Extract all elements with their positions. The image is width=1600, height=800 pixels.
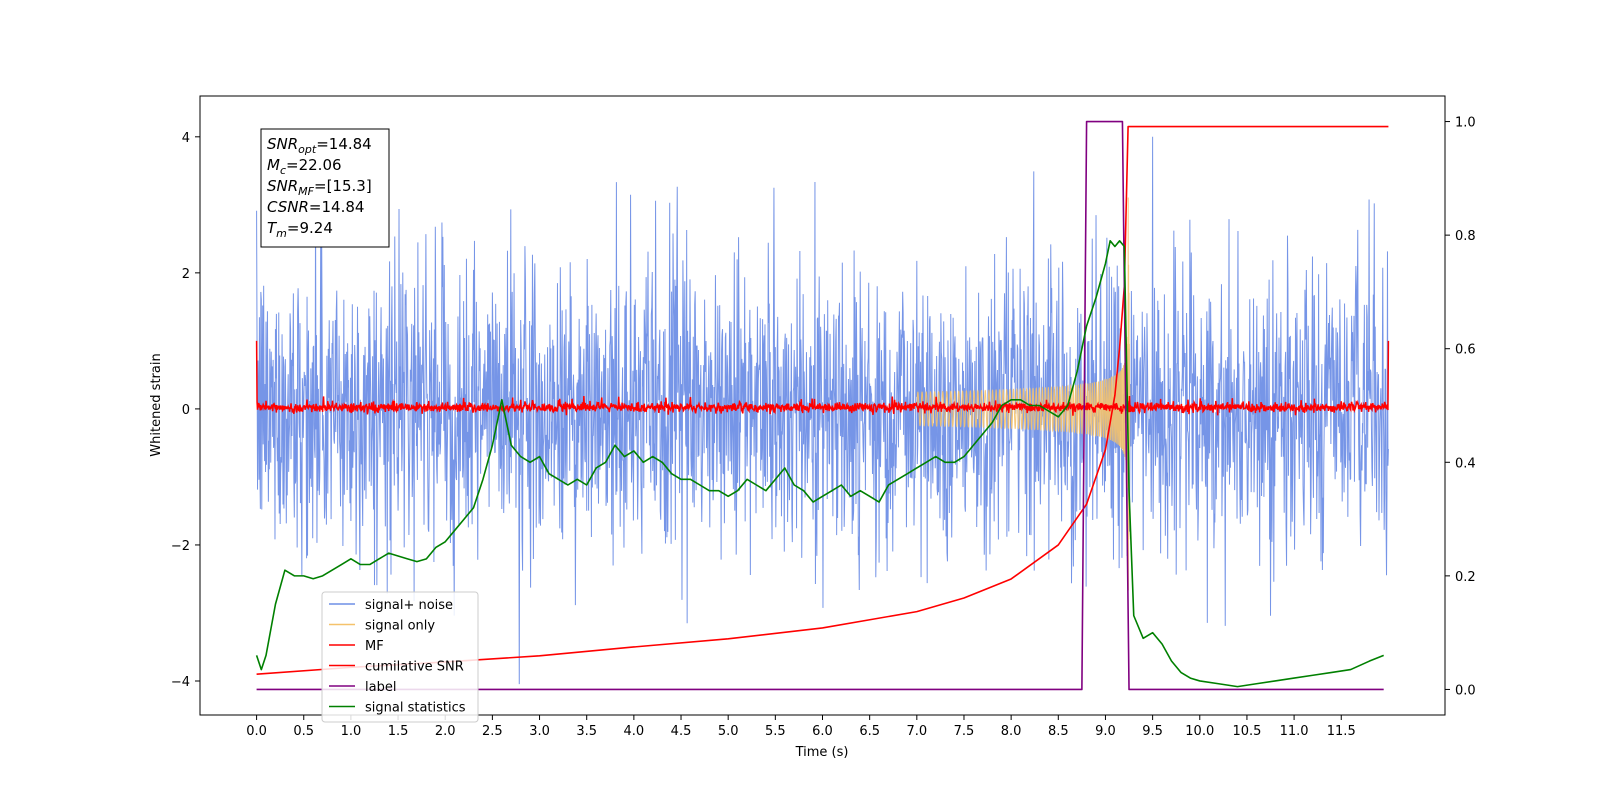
x-tick-label: 2.0 <box>435 724 456 739</box>
x-tick-label: 2.5 <box>482 724 503 739</box>
annotation-line: Mc=22.06 <box>267 156 342 177</box>
x-tick-label: 7.5 <box>954 724 975 739</box>
legend-entry: signal+ noise <box>365 598 453 613</box>
x-tick-label: 3.5 <box>576 724 597 739</box>
y-axis-right: 0.0 0.2 0.4 0.6 0.8 1.0 <box>1445 116 1476 698</box>
x-tick-label: 5.5 <box>765 724 786 739</box>
series-mf <box>255 340 1390 416</box>
legend-entry: cumilative SNR <box>365 660 464 675</box>
legend-frame <box>321 591 479 723</box>
x-tick-label: 10.0 <box>1185 724 1214 739</box>
x-tick-label: 1.0 <box>341 724 362 739</box>
legend-entry: MF <box>365 639 384 654</box>
legend-entry: signal only <box>365 619 435 634</box>
x-tick-label: 1.5 <box>388 724 409 739</box>
annotation-box: SNRopt=14.84Mc=22.06SNRMF=[15.3]CSNR=14.… <box>260 128 390 248</box>
series-signal-only <box>916 197 1131 591</box>
series-signal-statistics <box>255 240 1384 688</box>
y-tick-label: 0 <box>182 403 190 418</box>
legend-entry: label <box>365 680 396 695</box>
x-tick-label: 3.0 <box>529 724 550 739</box>
y2-tick-label: 0.0 <box>1455 683 1476 698</box>
legend: signal+ noise signal only MF cumilative SNR… <box>321 591 479 723</box>
y-tick-label: 2 <box>182 267 190 282</box>
x-tick-label: 9.0 <box>1095 724 1116 739</box>
annotation-line: CSNR=14.84 <box>267 198 364 216</box>
series-layer <box>255 120 1390 691</box>
x-tick-label: 6.5 <box>859 724 880 739</box>
y-tick-label: 4 <box>182 131 190 146</box>
x-tick-label: 10.5 <box>1232 724 1261 739</box>
x-tick-label: 8.5 <box>1048 724 1069 739</box>
y2-tick-label: 0.8 <box>1455 229 1476 244</box>
y-axis-label: Whitened strain <box>149 353 164 456</box>
x-tick-label: 11.0 <box>1280 724 1309 739</box>
series-signal-noise <box>256 136 1389 685</box>
annotation-line: Tm=9.24 <box>267 219 333 240</box>
x-tick-label: 4.0 <box>624 724 645 739</box>
x-tick-label: 6.0 <box>812 724 833 739</box>
x-tick-label: 5.0 <box>718 724 739 739</box>
annotation-line: SNRMF=[15.3] <box>267 177 372 198</box>
x-tick-label: 11.5 <box>1327 724 1356 739</box>
x-tick-label: 7.0 <box>906 724 927 739</box>
annotation-line: SNRopt=14.84 <box>267 135 372 156</box>
x-tick-label: 0.5 <box>293 724 314 739</box>
x-axis: 0.0 0.5 1.0 1.5 2.0 2.5 3.0 3.5 4.0 4.5 5.0 5.5 6.0 6… <box>246 715 1356 739</box>
annotation-frame <box>260 128 390 248</box>
y2-tick-label: 0.4 <box>1455 456 1476 471</box>
y-tick-label: −2 <box>171 539 190 554</box>
x-tick-label: 0.0 <box>246 724 267 739</box>
y2-tick-label: 0.6 <box>1455 343 1476 358</box>
legend-entry: signal statistics <box>365 701 466 716</box>
y-axis-left: −4 −2 0 2 4 <box>171 131 200 690</box>
y-tick-label: −4 <box>171 675 190 690</box>
series-label <box>256 120 1384 691</box>
x-axis-label: Time (s) <box>795 745 849 760</box>
y2-tick-label: 0.2 <box>1455 570 1476 585</box>
x-tick-label: 4.5 <box>671 724 692 739</box>
y2-tick-label: 1.0 <box>1455 116 1476 131</box>
x-tick-label: 8.0 <box>1001 724 1022 739</box>
x-tick-label: 9.5 <box>1142 724 1163 739</box>
